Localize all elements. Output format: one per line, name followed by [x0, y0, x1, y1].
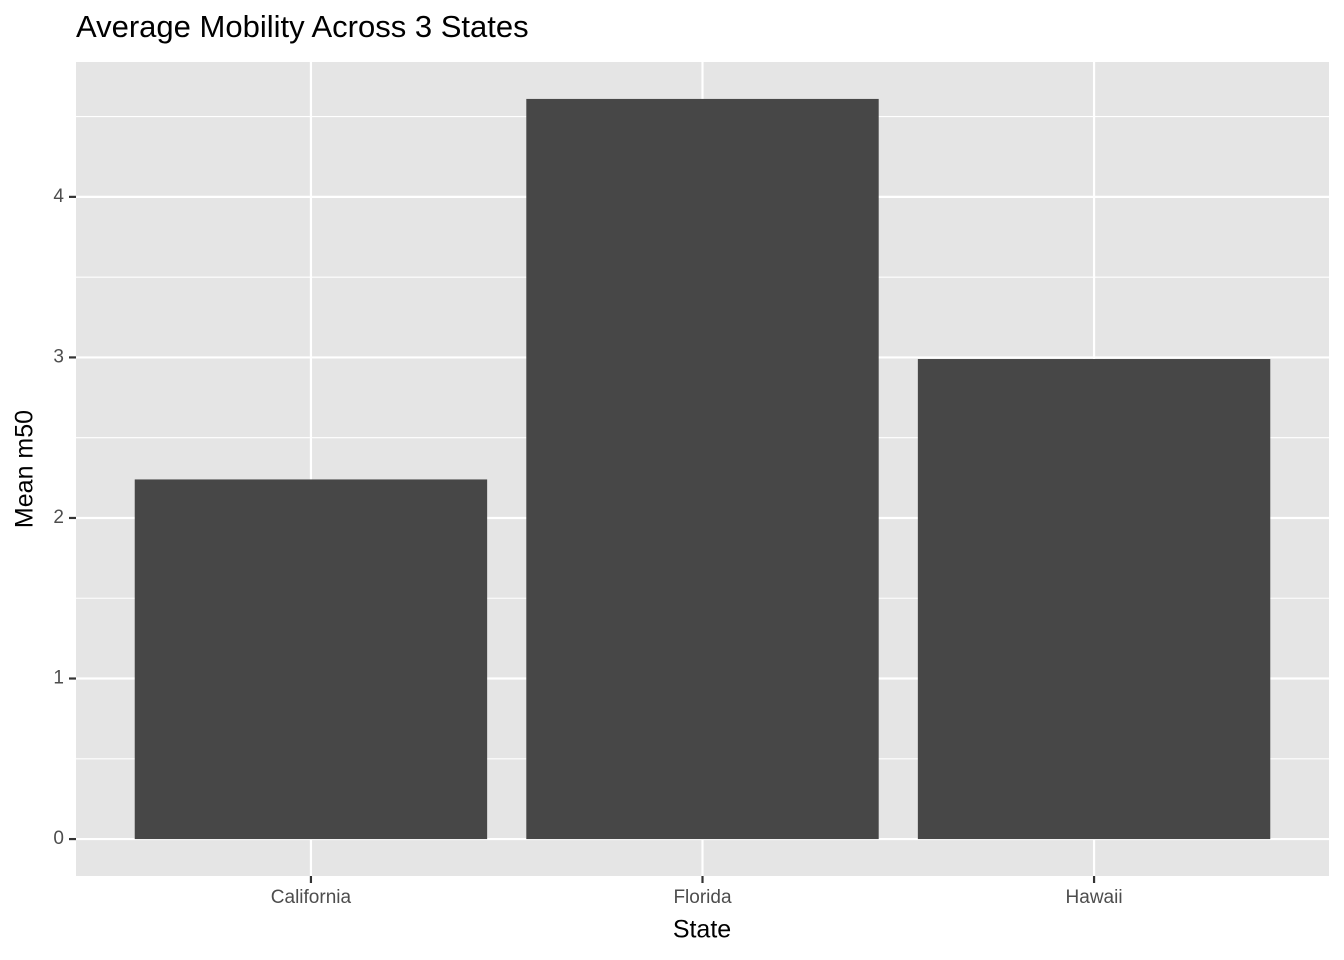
bar [917, 359, 1271, 840]
bar [526, 98, 879, 840]
chart-title: Average Mobility Across 3 States [76, 9, 529, 44]
y-tick-label: 2 [53, 507, 64, 528]
y-tick-label: 1 [53, 668, 64, 689]
bar [134, 479, 488, 840]
marks [134, 98, 1271, 840]
x-axis-label: State [673, 916, 731, 944]
x-tick-label: Florida [673, 887, 732, 908]
y-tick-label: 4 [53, 186, 64, 207]
x-tick-label: Hawaii [1066, 887, 1123, 908]
x-tick-label: California [271, 887, 352, 908]
y-axis-label: Mean m50 [11, 410, 39, 528]
y-tick-label: 3 [53, 346, 64, 367]
y-tick-label: 0 [53, 828, 64, 849]
